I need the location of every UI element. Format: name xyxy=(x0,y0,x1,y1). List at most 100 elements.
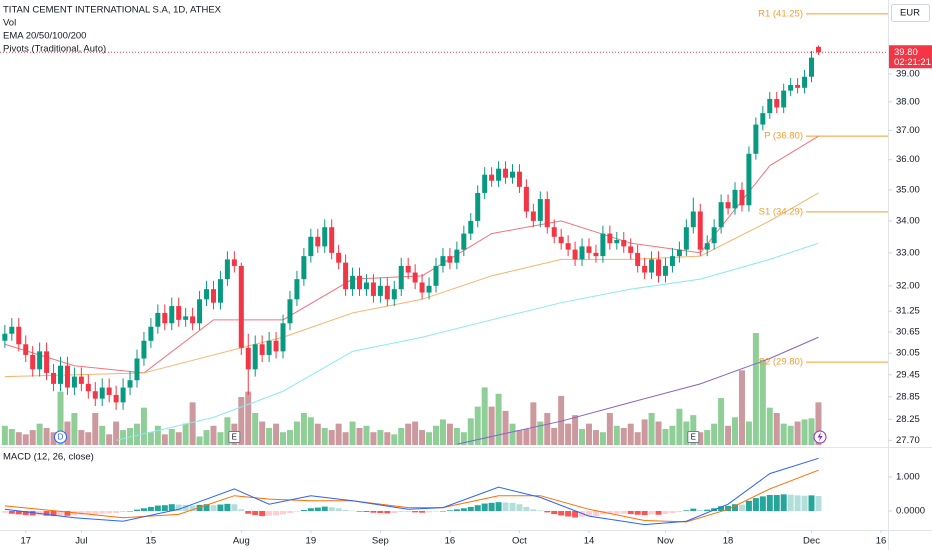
x-tick-label: 17 xyxy=(20,536,31,547)
candle-body xyxy=(412,272,418,283)
candle-body xyxy=(760,113,766,125)
candle-body xyxy=(711,227,717,244)
macd-histogram-bar xyxy=(537,510,544,512)
macd-histogram-bar xyxy=(182,504,189,512)
macd-histogram-bar xyxy=(196,504,203,512)
x-tick-label: 19 xyxy=(306,536,317,547)
macd-histogram-bar xyxy=(363,511,370,513)
indicator-label: Pivots (Traditional, Auto) xyxy=(3,44,106,55)
candle-body xyxy=(294,279,300,300)
macd-histogram-bar xyxy=(655,511,662,515)
candle-body xyxy=(440,256,446,266)
volume-bar xyxy=(613,425,620,445)
candle-body xyxy=(23,344,29,355)
countdown: 02:21:21 xyxy=(894,57,931,68)
currency[interactable]: EUR xyxy=(900,8,920,19)
event-marker xyxy=(228,431,241,443)
macd-histogram-bar xyxy=(683,510,690,512)
candle-body xyxy=(377,285,383,296)
macd-histogram-bar xyxy=(641,511,648,516)
macd-histogram-bar xyxy=(627,511,634,515)
volume-bar xyxy=(210,425,217,445)
y-tick-label: 30.65 xyxy=(896,326,920,337)
pivot-label: S1 (34.29) xyxy=(759,206,803,217)
candle-body xyxy=(433,265,439,286)
candle-body xyxy=(127,380,133,388)
macd-histogram-bar xyxy=(773,495,780,512)
macd-histogram-bar xyxy=(252,511,259,516)
volume-bar xyxy=(766,407,773,445)
volume-bar xyxy=(745,421,752,445)
macd-histogram-bar xyxy=(481,503,488,512)
currency-box[interactable] xyxy=(891,4,930,22)
candle-body xyxy=(16,326,22,345)
candle-body xyxy=(350,275,356,290)
candle-body xyxy=(732,189,738,209)
macd-histogram-bar xyxy=(314,507,321,512)
candle-body xyxy=(795,85,801,88)
macd-histogram-bar xyxy=(175,504,182,512)
macd-histogram-bar xyxy=(474,505,481,512)
volume-bar xyxy=(252,413,259,445)
candle-body xyxy=(238,265,244,348)
macd-histogram-bar xyxy=(259,511,266,517)
macd-histogram-bar xyxy=(273,511,280,516)
volume-bar xyxy=(634,432,641,445)
candle-body xyxy=(99,387,105,399)
x-tick-label: 16 xyxy=(445,536,456,547)
macd-histogram-bar xyxy=(634,511,641,515)
volume-bar xyxy=(551,427,558,445)
x-tick-label: 18 xyxy=(723,536,734,547)
candle-body xyxy=(329,227,335,253)
candle-body xyxy=(9,326,15,334)
macd-histogram-bar xyxy=(8,511,15,514)
macd-histogram-bar xyxy=(238,509,245,512)
y-tick-label: 38.00 xyxy=(896,96,920,107)
candle-body xyxy=(635,252,641,266)
x-tick-label: Aug xyxy=(233,536,250,547)
x-tick-label: 14 xyxy=(584,536,595,547)
macd-histogram-bar xyxy=(335,508,342,512)
candle-body xyxy=(287,299,293,324)
volume-bar xyxy=(599,432,606,445)
volume-bar xyxy=(182,423,189,445)
candle-body xyxy=(183,316,189,320)
volume-bar xyxy=(189,402,196,445)
volume-bar xyxy=(224,417,231,445)
macd-histogram-bar xyxy=(1,511,8,513)
candle-body xyxy=(44,351,50,373)
volume-bar xyxy=(64,421,71,445)
macd-histogram-bar xyxy=(99,511,106,514)
macd-histogram-bar xyxy=(224,503,231,512)
candle-body xyxy=(30,354,36,370)
macd-histogram-bar xyxy=(766,495,773,512)
candle-body xyxy=(509,171,515,178)
volume-bar xyxy=(537,421,544,445)
macd-histogram-bar xyxy=(133,509,140,512)
macd-histogram-bar xyxy=(801,495,808,512)
candle-body xyxy=(315,236,321,247)
volume-bar xyxy=(154,425,161,445)
macd-histogram-bar xyxy=(419,511,426,513)
macd-histogram-bar xyxy=(412,511,419,513)
volume-bar xyxy=(140,407,147,445)
macd-y-tick-label: 0.0000 xyxy=(896,506,925,517)
volume-bar xyxy=(363,425,370,445)
candle-body xyxy=(593,252,599,257)
volume-bar xyxy=(127,427,134,445)
y-tick-label: 39.00 xyxy=(896,69,920,80)
macd-histogram-bar xyxy=(502,502,509,512)
volume-bar xyxy=(697,432,704,445)
candle-body xyxy=(134,358,140,381)
candle-body xyxy=(301,256,307,280)
volume-bar xyxy=(787,425,794,445)
macd-histogram-bar xyxy=(127,511,134,512)
volume-bar xyxy=(572,415,579,445)
macd-histogram-bar xyxy=(572,511,579,518)
macd-histogram-bar xyxy=(718,506,725,512)
y-tick-label: 35.00 xyxy=(896,184,920,195)
candle-body xyxy=(405,265,411,273)
macd-histogram-bar xyxy=(669,511,676,514)
y-tick-label: 29.45 xyxy=(896,369,920,380)
